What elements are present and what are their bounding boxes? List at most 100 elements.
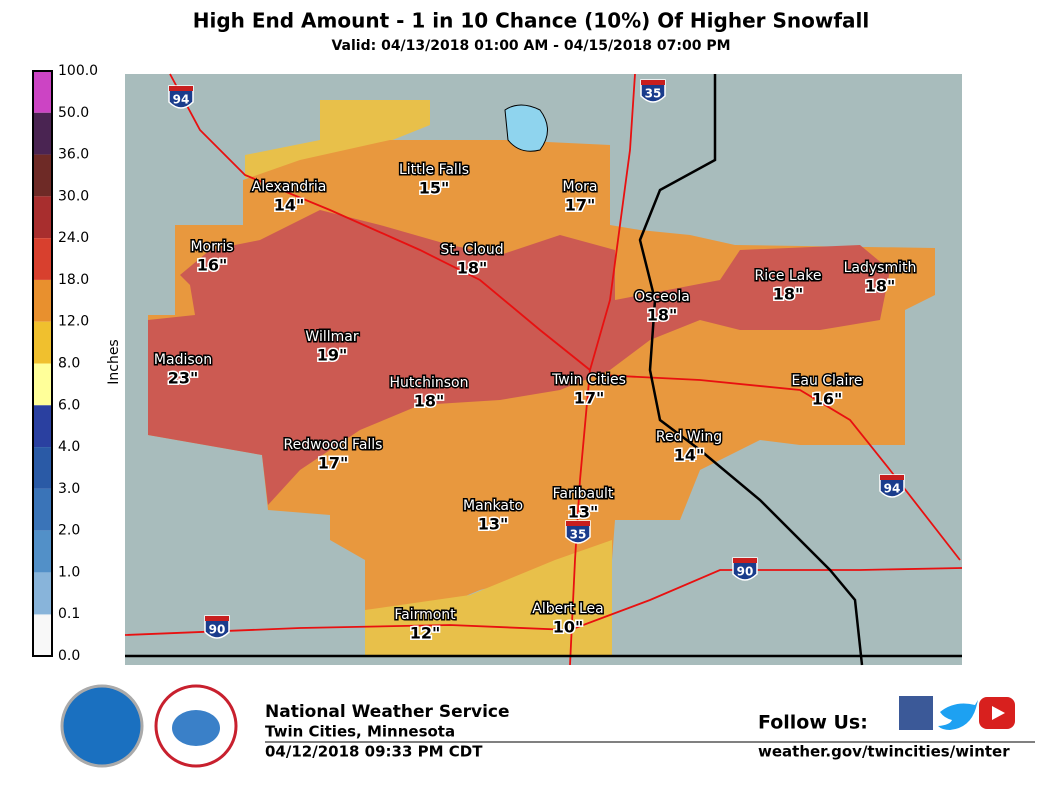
follow: Follow Us: bbox=[758, 712, 868, 734]
legend-swatch bbox=[33, 279, 52, 322]
legend-label: 36.0 bbox=[58, 147, 89, 163]
snow-amount: 18" bbox=[457, 259, 488, 278]
snow-amount: 18" bbox=[647, 306, 678, 325]
legend-label: 24.0 bbox=[58, 230, 89, 246]
city-name: Osceola bbox=[634, 289, 690, 305]
interstate-number: 90 bbox=[737, 565, 754, 579]
snow-amount: 12" bbox=[410, 624, 441, 643]
city-name: Willmar bbox=[305, 329, 358, 345]
snow-amount: 17" bbox=[565, 196, 596, 215]
snow-amount: 18" bbox=[414, 392, 445, 411]
snow-amount: 17" bbox=[318, 454, 349, 473]
interstate-shield bbox=[565, 520, 591, 544]
snow-amount: 15" bbox=[419, 179, 450, 198]
snow-amount: 16" bbox=[812, 390, 843, 409]
snow-amount: 23" bbox=[168, 369, 199, 388]
legend-swatch bbox=[33, 321, 52, 364]
city-name: Redwood Falls bbox=[284, 437, 383, 453]
legend-label: 12.0 bbox=[58, 314, 89, 330]
city-name: Alexandria bbox=[252, 179, 327, 195]
legend-label: 18.0 bbox=[58, 272, 89, 288]
interstate-shield bbox=[204, 615, 230, 639]
legend-label: 0.1 bbox=[58, 606, 80, 622]
legend-swatch bbox=[33, 238, 52, 280]
url[interactable]: weather.gov/twincities/winter bbox=[758, 743, 1010, 761]
legend-label: 1.0 bbox=[58, 564, 80, 580]
city-name: Madison bbox=[154, 352, 212, 368]
interstate-shield-top bbox=[880, 475, 904, 480]
interstate-number: 35 bbox=[645, 87, 662, 101]
legend-label: 6.0 bbox=[58, 397, 80, 413]
interstate-shield-top bbox=[641, 80, 665, 85]
title: High End Amount - 1 in 10 Chance (10%) O… bbox=[193, 9, 869, 33]
legend-swatch bbox=[33, 488, 52, 531]
legend-label: 30.0 bbox=[58, 188, 89, 204]
interstate-shield bbox=[732, 557, 758, 581]
legend-swatch bbox=[33, 154, 52, 197]
legend-swatch bbox=[33, 196, 52, 239]
city-name: Little Falls bbox=[399, 162, 469, 178]
legend-label: 2.0 bbox=[58, 523, 80, 539]
legend-swatch bbox=[33, 572, 52, 615]
city-name: St. Cloud bbox=[440, 242, 503, 258]
state-border bbox=[125, 74, 962, 666]
legend-label: 0.0 bbox=[58, 648, 80, 664]
city-name: Rice Lake bbox=[755, 268, 822, 284]
snow-amount: 10" bbox=[553, 618, 584, 637]
snow-amount: 18" bbox=[865, 277, 896, 296]
city-name: Fairmont bbox=[394, 607, 456, 623]
city-name: Ladysmith bbox=[844, 260, 917, 276]
noaa-logo bbox=[60, 684, 144, 768]
snow-amount: 16" bbox=[197, 256, 228, 275]
interstate-shield-top bbox=[169, 86, 193, 91]
legend-axis-label: Inches bbox=[106, 339, 122, 384]
interstate-shield-top bbox=[566, 521, 590, 526]
facebook-icon[interactable] bbox=[899, 696, 933, 730]
legend-label: 8.0 bbox=[58, 356, 80, 372]
snow-zone-18-24 bbox=[148, 210, 890, 505]
interstate-number: 94 bbox=[884, 482, 901, 496]
city-name: Morris bbox=[190, 239, 233, 255]
legend-swatch bbox=[33, 447, 52, 489]
city-name: Mora bbox=[563, 179, 598, 195]
snow-amount: 14" bbox=[274, 196, 305, 215]
legend-swatch bbox=[33, 112, 52, 155]
legend-label: 50.0 bbox=[58, 105, 89, 121]
agency: National Weather Service bbox=[265, 702, 510, 722]
interstate-shield bbox=[879, 474, 905, 498]
city-name: Albert Lea bbox=[532, 601, 603, 617]
issued: 04/12/2018 09:33 PM CDT bbox=[265, 743, 483, 761]
interstate-shield-top bbox=[205, 616, 229, 621]
legend-label: 100.0 bbox=[58, 63, 98, 79]
city-name: Twin Cities bbox=[551, 372, 626, 388]
interstate-number: 94 bbox=[173, 93, 190, 107]
youtube-play bbox=[992, 706, 1005, 720]
twitter-icon[interactable] bbox=[938, 700, 978, 730]
nws-logo-cloud bbox=[172, 710, 220, 746]
city-name: Eau Claire bbox=[792, 373, 863, 389]
interstate-shield bbox=[640, 79, 666, 103]
interstate-shield bbox=[168, 85, 194, 109]
legend-swatch bbox=[33, 71, 52, 113]
legend: Inches 100.0 50.0 36.0 30.0 24.0 18.0 12.0 8.0 6… bbox=[32, 63, 122, 664]
city-name: Faribault bbox=[553, 486, 614, 502]
snow-zone-8-12 bbox=[245, 100, 430, 178]
legend-swatch bbox=[33, 405, 52, 448]
lake bbox=[504, 104, 548, 152]
interstate-shield-top bbox=[733, 558, 757, 563]
snow-amount: 19" bbox=[317, 346, 348, 365]
legend-label: 3.0 bbox=[58, 481, 80, 497]
subtitle: Valid: 04/13/2018 01:00 AM - 04/15/2018 … bbox=[331, 38, 730, 54]
snow-amount: 14" bbox=[674, 446, 705, 465]
legend-swatch bbox=[33, 615, 52, 656]
snow-amount: 18" bbox=[773, 285, 804, 304]
snow-amount: 13" bbox=[478, 515, 509, 534]
legend-frame bbox=[32, 70, 53, 657]
snow-amount: 13" bbox=[568, 503, 599, 522]
legend-swatch bbox=[33, 363, 52, 406]
office: Twin Cities, Minnesota bbox=[265, 723, 455, 741]
city-name: Red Wing bbox=[656, 429, 722, 445]
interstate-number: 90 bbox=[209, 623, 226, 637]
